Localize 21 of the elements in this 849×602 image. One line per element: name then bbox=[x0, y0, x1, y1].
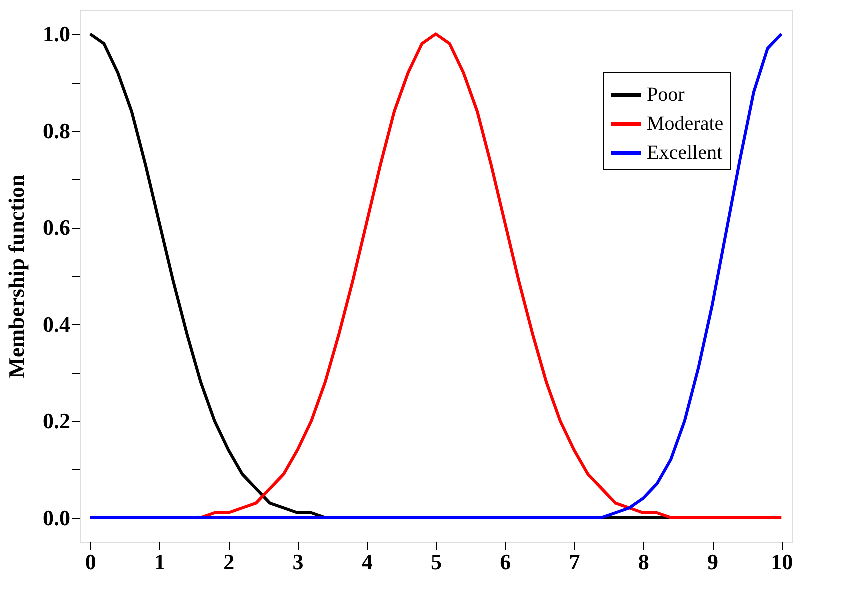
y-tick-label: 1.0 bbox=[43, 22, 70, 47]
legend-label: Moderate bbox=[647, 113, 724, 135]
x-tick-label: 7 bbox=[569, 550, 580, 574]
y-tick-label: 0.6 bbox=[43, 215, 70, 240]
x-tick-label: 2 bbox=[224, 550, 235, 574]
x-tick-label: 1 bbox=[154, 550, 166, 574]
y-tick-label: 0.0 bbox=[43, 505, 70, 530]
x-tick-label: 4 bbox=[362, 550, 373, 574]
x-tick-label: 8 bbox=[638, 550, 650, 574]
y-tick-label: 0.8 bbox=[43, 118, 70, 144]
y-tick-label: 0.4 bbox=[43, 312, 70, 337]
x-tick-label: 6 bbox=[500, 550, 512, 574]
legend-label: Poor bbox=[647, 84, 686, 106]
x-tick-label: 3 bbox=[292, 550, 304, 574]
y-tick-label: 0.2 bbox=[43, 408, 70, 434]
y-axis-title: Membership function bbox=[4, 174, 29, 378]
legend-label: Excellent bbox=[647, 142, 723, 164]
x-tick-label: 5 bbox=[431, 550, 442, 574]
x-tick-label: 9 bbox=[708, 550, 719, 574]
x-tick-label: 10 bbox=[771, 550, 794, 574]
x-tick-label: 0 bbox=[85, 550, 96, 574]
